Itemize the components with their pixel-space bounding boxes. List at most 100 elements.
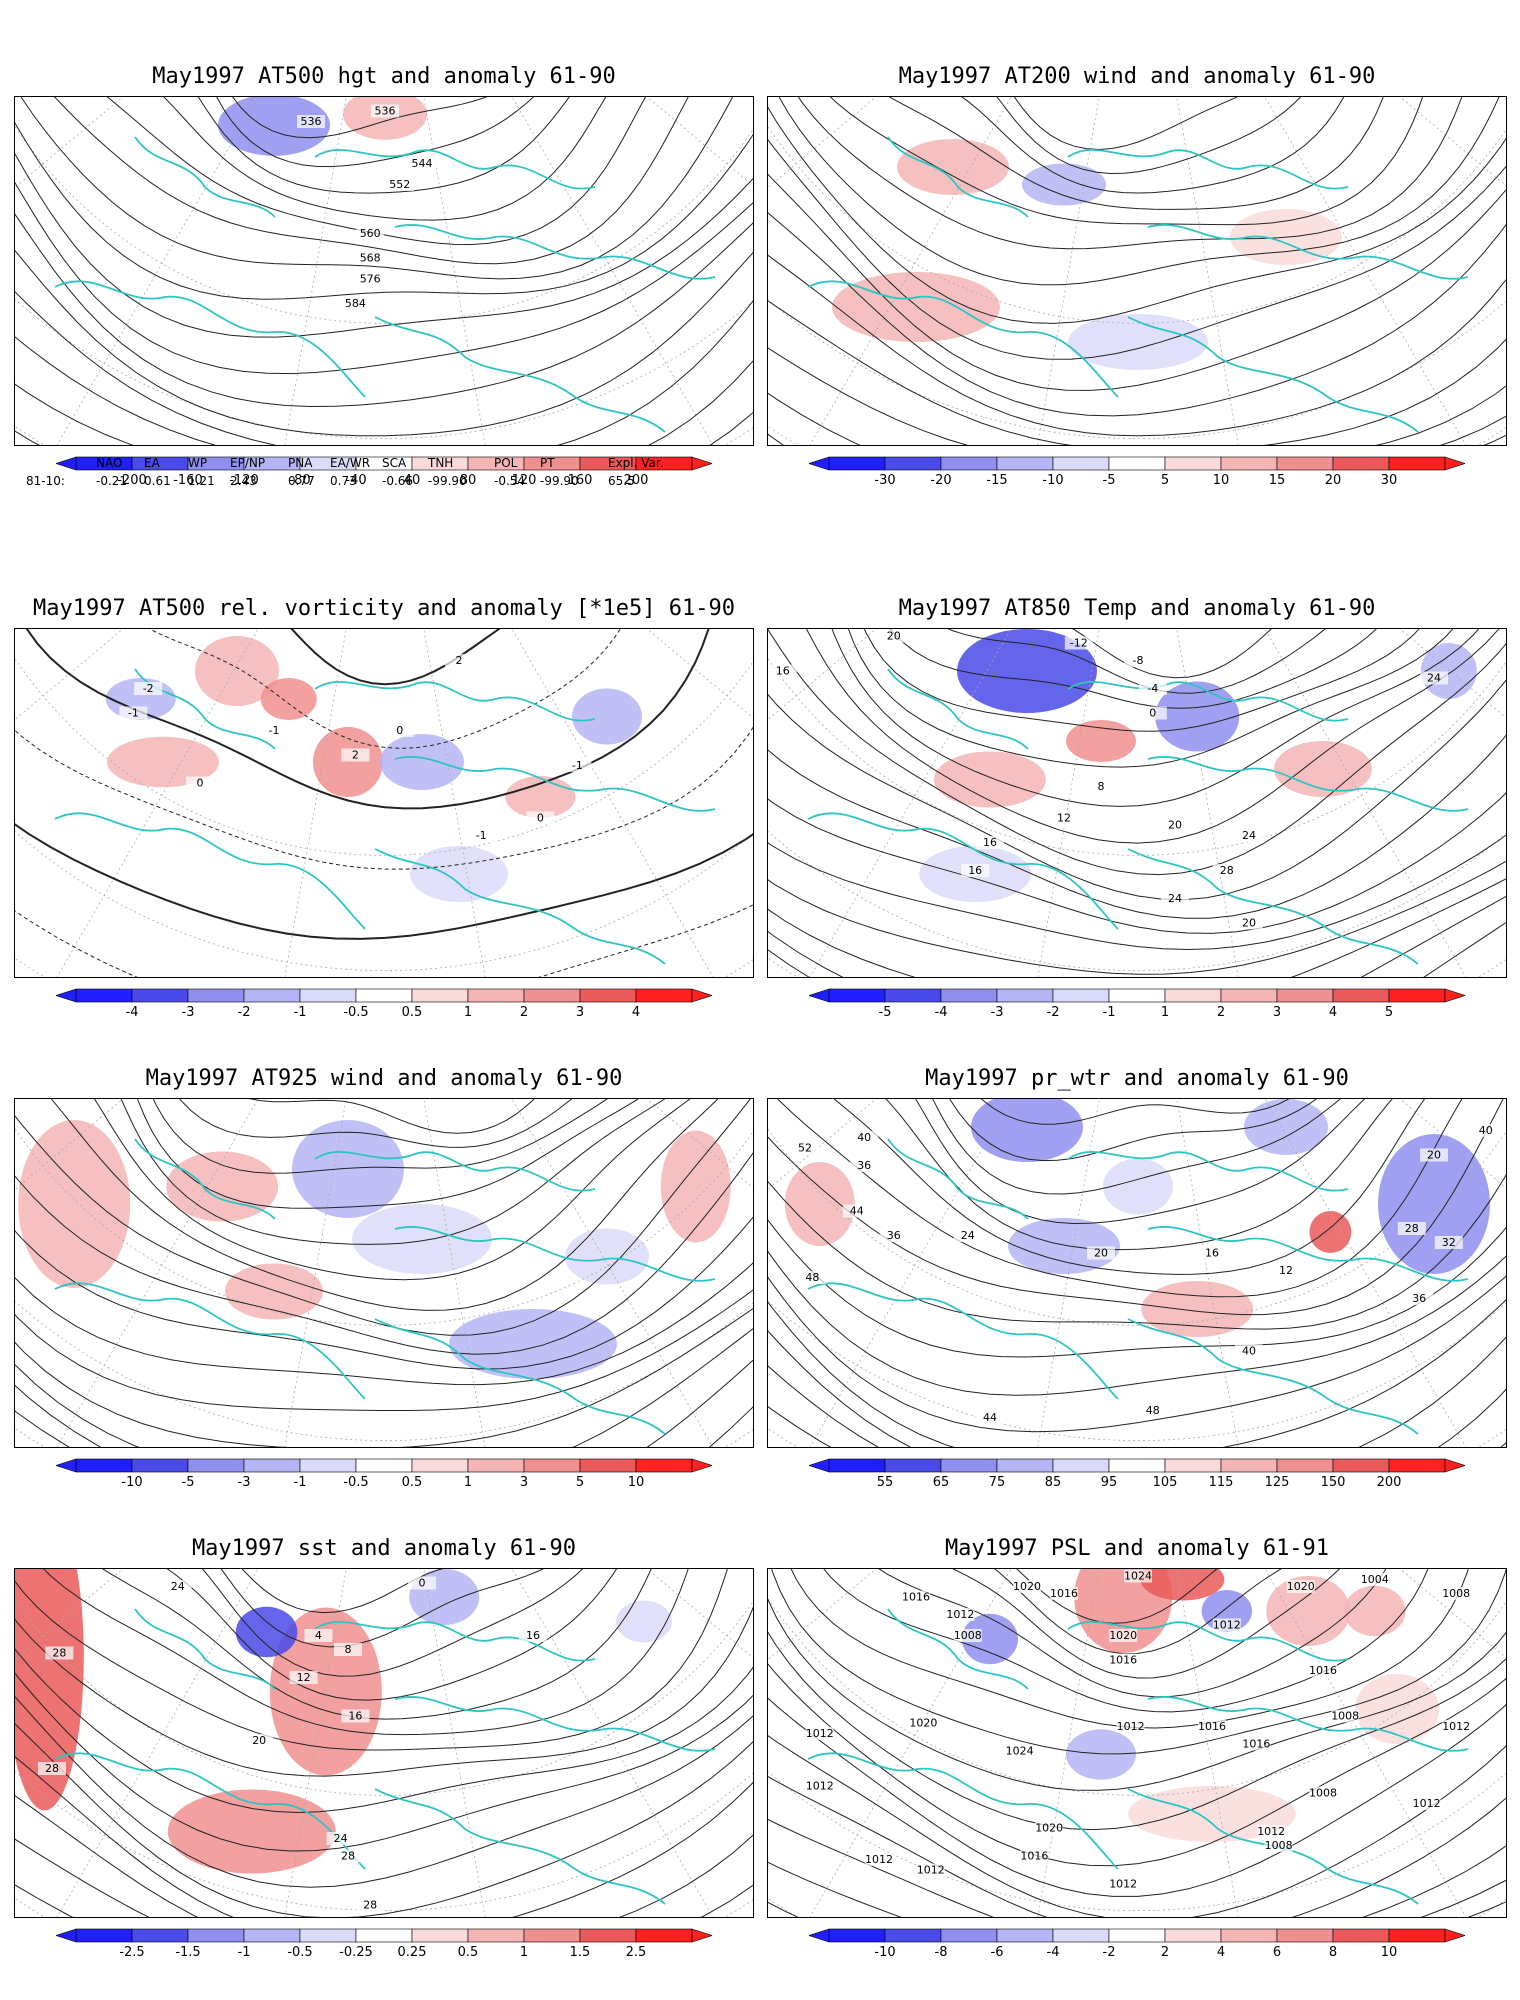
coastline [887,668,1029,750]
colorbar-segment [828,1458,886,1473]
contour-line [768,629,1506,977]
colorbar-segment [75,1928,133,1943]
contour-label-bg [445,654,473,667]
colorbar-segment [996,988,1054,1003]
coastline [887,136,1029,218]
contour-label-bg [1109,1653,1138,1667]
contour-label: 28 [341,1850,355,1863]
contour-label-bg [356,227,385,240]
colorbar-tick: 2 [1216,1005,1226,1020]
contour-label-bg [1442,1720,1471,1733]
contour-label-bg [1138,706,1167,720]
contour-line [15,97,753,280]
coastline [807,812,1119,930]
map-canvas [15,1099,753,1447]
colorbar-segment [940,988,998,1003]
contour-label-bg [1116,1720,1145,1733]
map-frame [14,1098,754,1448]
colorbar-tick: 105 [1152,1475,1178,1490]
contour-label-bg [953,1629,982,1642]
streamline [27,1099,753,1245]
teleconnection-value: 65.5 [608,474,635,488]
contour-label: -1 [128,707,139,720]
contour-line [830,629,1456,732]
coastline [807,1752,1119,1870]
hemisphere-edge [768,629,1507,978]
contour-label: 16 [348,1710,362,1723]
contour-line [768,1099,1506,1447]
contour-label-bg [526,811,555,825]
colorbar-segment [579,1928,637,1943]
colorbar-segment [828,456,886,471]
anomaly-patch [292,1120,404,1218]
contour-line [42,1569,727,1701]
colorbar-tick: -0.5 [287,1945,313,1960]
contour-label-bg [1050,1587,1078,1600]
contour-label-bg [1087,1246,1115,1260]
colorbar-min-arrow [809,1928,830,1943]
contour-label-bg [356,272,385,286]
teleconnection-header: PT [540,456,555,470]
contour-label-bg [341,1709,370,1723]
colorbar-tick: 4 [631,1005,641,1020]
coastline [887,1608,1029,1690]
contour-line [768,629,1506,901]
colorbar-tick: -10 [121,1475,143,1490]
teleconnection-header: Expl. Var. [608,456,664,470]
coastline [374,1318,666,1435]
anomaly-patch [1274,741,1372,797]
anomaly-patch [565,1228,649,1285]
contour-line [15,97,753,408]
contour-label-bg [163,1580,192,1593]
colorbar-tick: 2 [1160,1945,1170,1960]
contour-label: 1004 [1361,1573,1389,1586]
contour-line [768,629,1506,807]
contour-label: 16 [776,665,790,678]
contour-label: 24 [334,1832,348,1845]
contour-label-bg [1420,671,1448,685]
contour-label: 40 [1242,1345,1256,1358]
contour-label: 584 [345,297,366,310]
teleconnection-header: WP [188,456,208,470]
meridian-line [1137,1099,1499,1447]
contour-line [126,629,637,686]
colorbar-tick: 1 [519,1945,529,1960]
colorbar-tick: 2 [519,1005,529,1020]
contour-line [785,1569,1472,1713]
colorbar-segment [1332,1928,1390,1943]
anomaly-patch [832,272,1000,342]
panel-temp850: May1997 AT850 Temp and anomaly 61-90 20 16… [767,594,1507,1054]
colorbar-tick: 65 [932,1475,950,1490]
contour-label: 28 [52,1647,66,1660]
colorbar-tick: 10 [1212,473,1230,488]
colorbar-tick: -1 [1102,1005,1116,1020]
teleconnection-headers: NAO EA WP EP/NP PNA EA/WR SCA TNH POL PT Expl. Var… [26,456,746,472]
contour-line [768,1099,1506,1433]
contour-line [102,97,686,168]
contour-label: 576 [360,273,381,286]
contour-label-bg [334,1643,362,1656]
coastline [54,1752,366,1870]
contour-label: 20 [1168,819,1182,832]
streamline [779,97,1481,226]
contour-line [15,97,753,338]
colorbar-segment [299,1928,357,1943]
contour-label: -1 [269,724,280,737]
contour-label: 1012 [865,1853,893,1866]
contour-label: 44 [850,1205,864,1218]
contour-line [15,629,753,870]
contour-label-bg [297,115,325,128]
contour-label-bg [519,1629,547,1642]
contour-line [15,629,753,810]
anomaly-patch [449,1309,617,1379]
contour-label-bg [1005,1744,1034,1758]
coastline [1127,848,1419,965]
meridian-line [1137,97,1506,124]
colorbar-tick: 3 [1272,1005,1282,1020]
coastline [134,136,276,218]
contour-line [64,97,710,194]
latitude-circle [15,97,753,439]
contour-line [31,97,727,221]
map-frame: 28 28 24 4 8 12 16 20 24 28 28 0 16 [14,1568,754,1918]
teleconnection-header: NAO [96,456,123,470]
